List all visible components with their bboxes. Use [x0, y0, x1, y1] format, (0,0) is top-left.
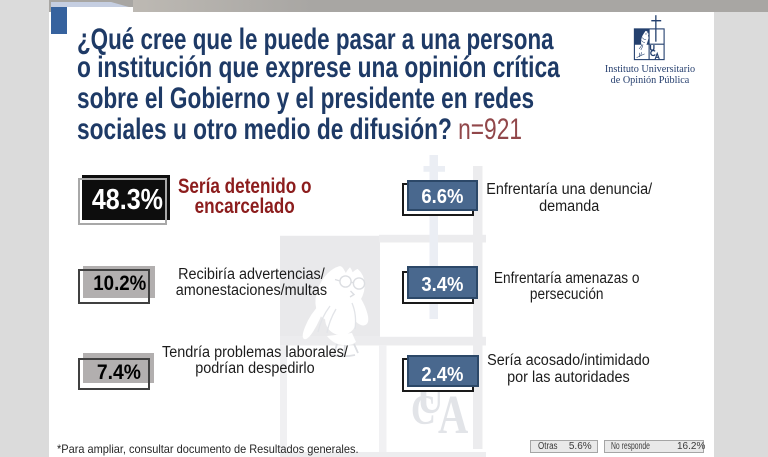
svg-text:C: C	[411, 388, 436, 434]
svg-text:A: A	[438, 383, 468, 445]
